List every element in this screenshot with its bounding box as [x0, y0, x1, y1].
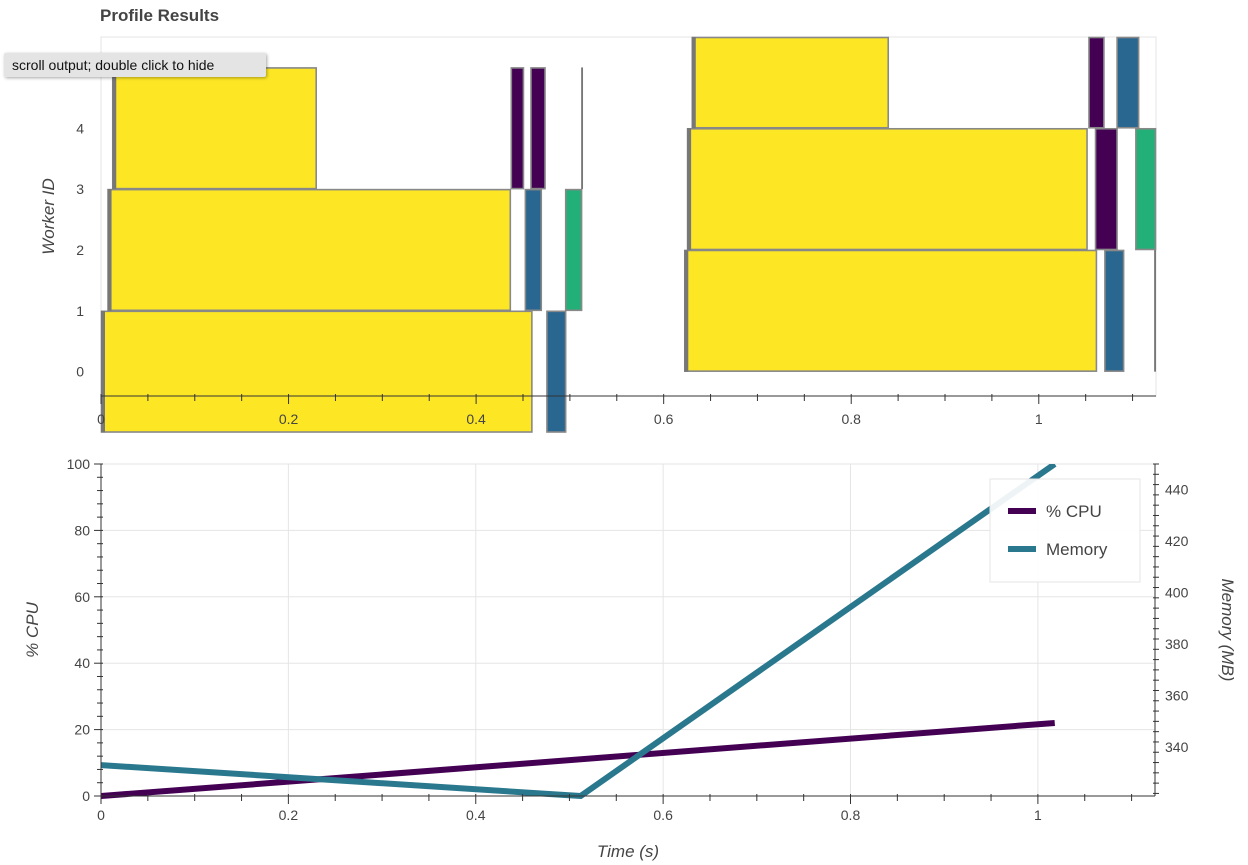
x-tick-label: 0.4	[466, 807, 486, 823]
y-axis-label: % CPU	[23, 601, 42, 657]
y2-tick-label: 380	[1165, 636, 1189, 652]
task-bar	[691, 36, 890, 129]
x-tick-label: 0.6	[653, 807, 673, 823]
task-bar-edge	[691, 37, 696, 129]
task-bar	[564, 188, 583, 312]
x-tick-label: 0	[97, 807, 105, 823]
y2-axis-label: Memory (MB)	[1218, 579, 1237, 682]
task-bar	[524, 188, 543, 312]
x-tick-label: 1	[1034, 807, 1042, 823]
memory-line	[101, 464, 1057, 799]
task-bar	[100, 310, 533, 433]
gantt-y-tick-label: 0	[76, 364, 84, 380]
y2-tick-label: 440	[1165, 482, 1189, 498]
task-bar-edge	[101, 310, 105, 433]
gantt-y-axis-label: Worker ID	[39, 178, 58, 255]
y-tick-label: 0	[82, 788, 90, 804]
y-tick-label: 80	[74, 522, 90, 538]
task-bar	[581, 67, 584, 190]
gantt-chart: 0 0.2 0.4 0.6 0.8 1 0 1 2 3 4 Worker ID	[39, 36, 1157, 433]
resource-chart: 0 0.2 0.4 0.6 0.8 1 0 20 40 60 80 100 340 360 380 400 42…	[23, 456, 1237, 861]
task-bar-edge	[687, 128, 692, 250]
task-bar-edge	[112, 67, 117, 190]
legend-box	[989, 478, 1141, 583]
gantt-x-tick-label: 0	[97, 411, 105, 427]
y2-tick-label: 420	[1165, 533, 1189, 549]
task-bar-edge	[107, 189, 112, 311]
task-bar	[1154, 249, 1156, 372]
task-bar	[686, 127, 1088, 251]
gantt-y-tick-label: 1	[76, 303, 84, 319]
cpu-line	[101, 719, 1055, 799]
task-bar	[1116, 36, 1140, 129]
gantt-y-tick-label: 3	[76, 181, 84, 197]
y-tick-label: 20	[74, 722, 90, 738]
task-bar	[1135, 127, 1157, 251]
legend-label: % CPU	[1046, 502, 1102, 521]
gantt-x-tick-label: 1	[1035, 411, 1043, 427]
task-bar	[530, 67, 546, 190]
task-bar	[1104, 249, 1125, 372]
gantt-x-tick-label: 0.2	[279, 411, 299, 427]
x-tick-label: 0.2	[279, 807, 299, 823]
y2-tick-label: 360	[1165, 688, 1189, 704]
task-bar-edge	[684, 249, 689, 372]
gantt-x-tick-label: 0.8	[841, 411, 861, 427]
y2-tick-label: 400	[1165, 585, 1189, 601]
task-bar	[510, 67, 525, 190]
y-tick-label: 60	[74, 589, 90, 605]
gantt-y-tick-label: 4	[76, 120, 84, 136]
legend-label: Memory	[1046, 540, 1108, 559]
gantt-y-tick-label: 2	[76, 242, 84, 258]
gantt-x-tick-label: 0.4	[466, 411, 486, 427]
y-tick-label: 40	[74, 655, 90, 671]
output-scroll-hint[interactable]: scroll output; double click to hide	[4, 53, 266, 77]
task-bar	[111, 67, 317, 190]
x-axis-label: Time (s)	[597, 842, 659, 861]
y-tick-label: 100	[67, 456, 91, 472]
y2-tick-label: 340	[1165, 739, 1189, 755]
task-bar	[1094, 127, 1118, 251]
gantt-x-tick-label: 0.6	[654, 411, 674, 427]
task-bar	[683, 249, 1098, 372]
task-bar	[107, 188, 512, 312]
chart-title: Profile Results	[100, 6, 220, 25]
x-tick-label: 0.8	[841, 807, 861, 823]
task-bar	[1088, 36, 1105, 129]
task-bar	[546, 310, 567, 433]
